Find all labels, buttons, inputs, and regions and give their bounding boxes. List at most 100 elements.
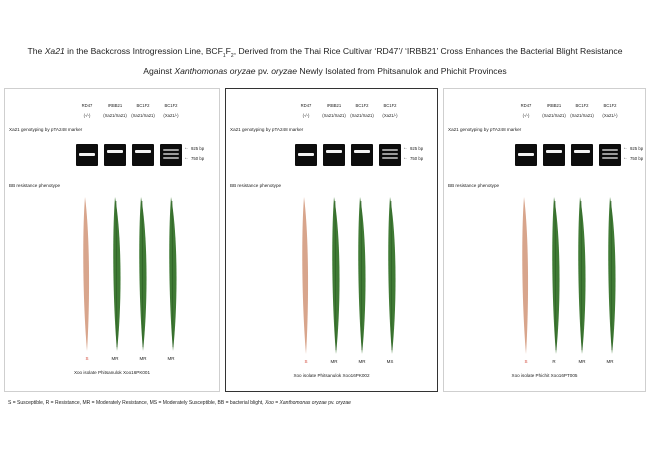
phenotype-label: BB resistance phenotype [230,183,282,188]
gel-lane [379,144,401,166]
column-cultivar: IRBB21 [326,103,342,108]
figure-title-line-1: The Xa21 in the Backcross Introgression … [27,46,623,59]
column-genotype: (Xa21/Xa21) [570,113,594,118]
dna-band [602,153,618,155]
resistant-leaf [552,197,560,354]
dna-band [79,153,95,156]
column-genotype: (-/-) [522,113,530,118]
dna-band [546,150,562,153]
column-header: BC1F2 (Xa21/-) [376,103,404,119]
isolate-caption: Xoo isolate Phitsanulok Xoo16PK001 [73,370,151,375]
isolate-caption: Xoo isolate Phitsanulok Xoo16PK002 [293,373,370,378]
column-genotype: (Xa21/Xa21) [350,113,374,118]
column-cultivar: IRBB21 [546,103,562,108]
dna-band [298,153,314,156]
column-cultivar: BC1F2 [603,103,617,108]
phenotype-score: MR [330,359,338,364]
band-size-925: 925 bp [630,146,644,151]
genotyping-label: Xa21 genotyping by pTA248 marker [230,127,304,132]
arrow-925-icon: ← [184,145,189,151]
column-genotype: (Xa21/Xa21) [103,113,127,118]
resistant-leaf [113,197,121,351]
column-cultivar: RD47 [520,103,532,108]
resistant-leaf [169,197,177,351]
band-size-750: 750 bp [410,156,424,161]
column-cultivar: BC1F2 [355,103,369,108]
dna-band [107,150,123,153]
column-cultivar: BC1F2 [575,103,589,108]
dna-band [382,153,398,155]
panel-pk001: RD47 (-/-) IRBB21 (Xa21/Xa21) BC1F2 (Xa21/Xa2… [4,88,220,392]
column-header: BC1F2 (Xa21/Xa21) [348,103,376,119]
phenotype-score: R [552,359,556,364]
abbreviation-legend: S = Susceptible, R = Resistance, MR = Mo… [8,400,351,406]
dna-band [163,149,179,151]
resistant-leaf [332,197,340,354]
arrow-750-icon: ← [623,155,628,161]
gel-lane [599,144,621,166]
column-cultivar: BC1F2 [136,103,150,108]
dna-band [382,149,398,151]
gel-lane [76,144,98,166]
gel-lane [543,144,565,166]
band-size-750: 750 bp [630,156,644,161]
column-header: BC1F2 (Xa21/Xa21) [129,103,157,119]
gel-lane [295,144,317,166]
gel-lane [571,144,593,166]
dna-band [354,150,370,153]
dna-band [602,149,618,151]
phenotype-score: MR [606,359,614,364]
gel-lane [132,144,154,166]
column-genotype: (-/-) [302,113,310,118]
column-genotype: (Xa21/Xa21) [322,113,346,118]
column-genotype: (Xa21/-) [382,113,398,118]
column-cultivar: RD47 [81,103,93,108]
susceptible-leaf [522,197,529,354]
column-genotype: (Xa21/Xa21) [131,113,155,118]
dna-band [574,150,590,153]
column-header: IRBB21 (Xa21/Xa21) [540,103,568,119]
resistant-leaf [388,197,396,354]
column-header: RD47 (-/-) [73,103,101,119]
dna-band [382,157,398,159]
phenotype-score: MR [578,359,586,364]
genotyping-label: Xa21 genotyping by pTA248 marker [9,127,83,132]
susceptible-leaf [302,197,309,354]
column-genotype: (Xa21/Xa21) [542,113,566,118]
phenotype-score: S [85,356,89,361]
gel-lane [160,144,182,166]
column-cultivar: BC1F2 [164,103,178,108]
phenotype-label: BB resistance phenotype [9,183,61,188]
column-header: IRBB21 (Xa21/Xa21) [101,103,129,119]
phenotype-score: MR [167,356,175,361]
band-size-925: 925 bp [410,146,424,151]
column-genotype: (-/-) [83,113,91,118]
column-header: BC1F2 (Xa21/-) [596,103,624,119]
column-header: IRBB21 (Xa21/Xa21) [320,103,348,119]
gel-lane [323,144,345,166]
phenotype-label: BB resistance phenotype [448,183,500,188]
susceptible-leaf [83,197,90,351]
column-cultivar: BC1F2 [383,103,397,108]
column-cultivar: IRBB21 [107,103,123,108]
column-genotype: (Xa21/-) [163,113,179,118]
dna-band [163,153,179,155]
phenotype-score: S [524,359,528,364]
phenotype-score: S [304,359,308,364]
band-size-925: 925 bp [191,146,205,151]
isolate-caption: Xoo isolate Phichit Xoo16PT005 [511,373,578,378]
dna-band [135,150,151,153]
gel-lane [515,144,537,166]
column-genotype: (Xa21/-) [602,113,618,118]
resistant-leaf [139,197,147,351]
dna-band [326,150,342,153]
column-header: RD47 (-/-) [512,103,540,119]
gene-name: Xa21 [44,46,65,56]
arrow-925-icon: ← [403,145,408,151]
resistant-leaf [578,197,586,354]
arrow-750-icon: ← [184,155,189,161]
dna-band [163,157,179,159]
figure-title-line-2: Against Xanthomonas oryzae pv. oryzae Ne… [143,66,507,76]
phenotype-score: MR [139,356,147,361]
column-header: BC1F2 (Xa21/-) [157,103,185,119]
